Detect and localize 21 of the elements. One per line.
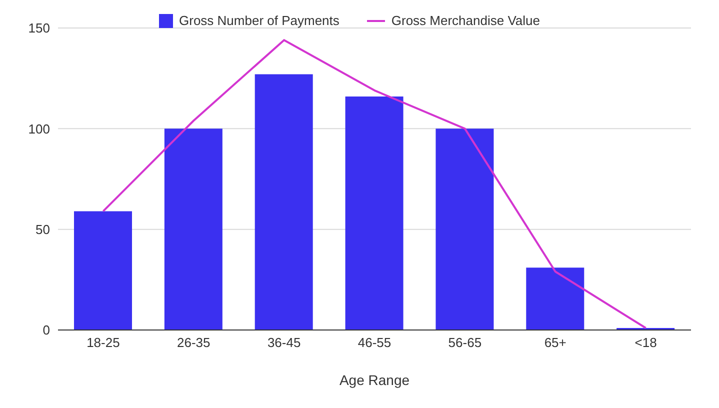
bar: [436, 128, 494, 330]
x-axis-title: Age Range: [339, 372, 410, 388]
y-tick-label: 0: [42, 322, 50, 338]
legend-label: Gross Number of Payments: [179, 13, 340, 28]
x-tick-label: 56-65: [448, 335, 482, 350]
line-series: [102, 39, 647, 329]
x-tick-label: 46-55: [358, 335, 392, 350]
x-tick-label: 26-35: [177, 335, 210, 350]
bar: [526, 268, 584, 330]
bar: [254, 74, 313, 330]
x-tick-label: <18: [634, 335, 657, 350]
y-tick-label: 50: [36, 222, 50, 237]
bar: [74, 211, 132, 330]
legend-label: Gross Merchandise Value: [391, 13, 540, 28]
y-tick-label: 100: [28, 121, 50, 136]
x-tick-label: 65+: [544, 335, 566, 350]
bar: [345, 96, 404, 330]
x-tick-label: 18-25: [86, 335, 120, 350]
x-tick-label: 36-45: [267, 335, 301, 350]
y-tick-label: 150: [28, 20, 50, 36]
bar: [164, 128, 222, 330]
